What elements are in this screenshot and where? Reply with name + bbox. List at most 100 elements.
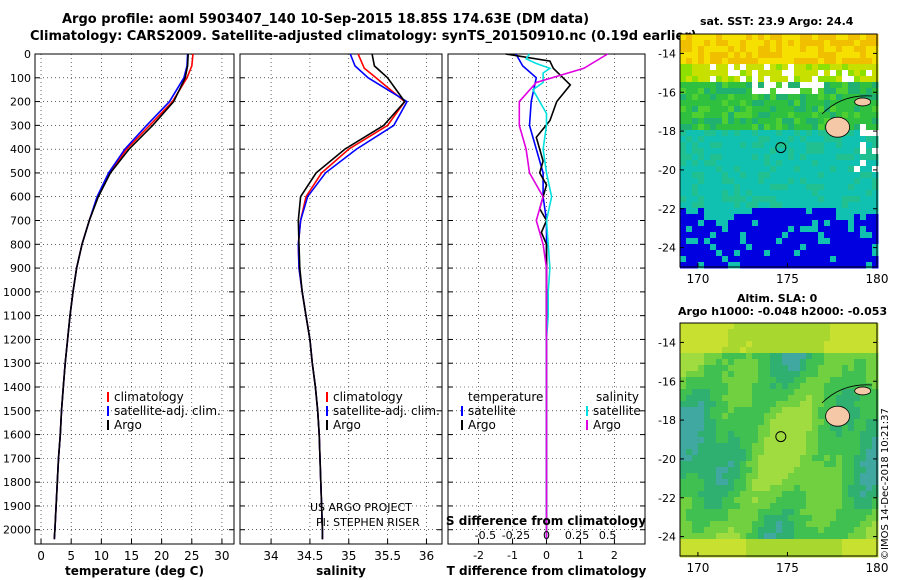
- map-x-tick-label: 180: [866, 272, 889, 286]
- map-y-tick-label: -20: [658, 164, 676, 177]
- legend-label: Argo: [114, 418, 142, 432]
- sst-map-title: sat. SST: 23.9 Argo: 24.4: [700, 15, 854, 28]
- map-y-tick-label: -14: [658, 336, 676, 349]
- legend-title-temperature: temperature: [468, 390, 543, 404]
- y-tick-label: 100: [10, 72, 31, 85]
- legend-label: Argo: [468, 418, 496, 432]
- map-y-tick-label: -20: [658, 453, 676, 466]
- x-tick-label: 1: [577, 549, 584, 562]
- y-tick-label: 1200: [3, 333, 31, 346]
- x-axis-label: temperature (deg C): [65, 564, 204, 578]
- series-line-s-satellite: [524, 53, 553, 540]
- island-shape: [854, 386, 872, 396]
- y-tick-label: 1300: [3, 357, 31, 370]
- title-line-1: Argo profile: aoml 5903407_140 10-Sep-20…: [62, 12, 590, 27]
- legend-label: Argo: [333, 418, 361, 432]
- x-tick-label: 35.5: [374, 549, 401, 563]
- series-line-climatology: [53, 53, 194, 540]
- panel-frame: [34, 53, 235, 545]
- s-tick-label: 0.5: [599, 529, 617, 542]
- panel-differences: -2 -1 0 1 2 T difference from climatology temp…: [446, 53, 647, 578]
- y-tick-label: 1100: [3, 310, 31, 323]
- map-y-tick-label: -24: [658, 242, 676, 255]
- x-tick-label: 2: [611, 549, 618, 562]
- y-tick-label: 2000: [3, 524, 31, 537]
- island-shape: [825, 405, 850, 427]
- s-tick-label: -0.5: [475, 529, 496, 542]
- y-tick-label: 500: [10, 167, 31, 180]
- x-tick-label: 20: [154, 549, 169, 563]
- x-tick-label: 25: [184, 549, 199, 563]
- map-frame: [679, 33, 878, 268]
- fiji-islands: [821, 95, 873, 138]
- map-x-tick-label: 175: [776, 272, 799, 286]
- y-tick-label: 800: [10, 238, 31, 251]
- legend-label: satellite: [468, 404, 516, 418]
- y-tick-label: 1800: [3, 476, 31, 489]
- series-line-satellite-adj--clim-: [297, 53, 409, 540]
- y-tick-label: 1900: [3, 500, 31, 513]
- x-tick-label: 30: [214, 549, 229, 563]
- series-line-argo: [297, 53, 406, 540]
- x-axis-label: salinity: [316, 564, 366, 578]
- x-tick-label: -2: [473, 549, 484, 562]
- sst-map: -14 -16 -18 -20 -22 -24 170 175 180: [658, 33, 889, 286]
- map-y-tick-label: -18: [658, 414, 676, 427]
- s-tick-label: 0: [543, 529, 550, 542]
- y-tick-label: 1000: [3, 286, 31, 299]
- legend-label: satellite-adj. clim.: [114, 404, 221, 418]
- y-tick-label: 1500: [3, 405, 31, 418]
- map-x-tick-label: 170: [686, 561, 709, 575]
- map-y-tick-label: -16: [658, 375, 676, 388]
- sla-map-title-2: Argo h1000: -0.048 h2000: -0.053: [678, 305, 888, 318]
- project-line-2: PI: STEPHEN RISER: [316, 516, 420, 529]
- series-line-satellite-adj--clim-: [53, 53, 189, 540]
- x-tick-label: 34: [263, 549, 278, 563]
- island-shape: [854, 97, 872, 107]
- map-x-tick-label: 170: [686, 272, 709, 286]
- argo-location-marker: [775, 142, 787, 154]
- y-tick-label: 200: [10, 96, 31, 109]
- y-tick-label: 1600: [3, 429, 31, 442]
- map-frame: [679, 322, 878, 557]
- secondary-x-axis-label: S difference from climatology: [446, 514, 646, 528]
- x-axis-label: T difference from climatology: [447, 564, 647, 578]
- legend-label: climatology: [114, 390, 184, 404]
- y-tick-label: 400: [10, 143, 31, 156]
- sla-map-title-1: Altim. SLA: 0: [737, 292, 818, 305]
- x-tick-label: -1: [507, 549, 518, 562]
- x-tick-label: 10: [94, 549, 109, 563]
- series-line-t-argo: [505, 53, 572, 540]
- legend-label: satellite: [593, 404, 641, 418]
- map-y-tick-label: -22: [658, 492, 676, 505]
- s-tick-label: 0.25: [565, 529, 590, 542]
- x-tick-label: 5: [67, 549, 75, 563]
- y-tick-label: 900: [10, 262, 31, 275]
- y-tick-label: 700: [10, 215, 31, 228]
- map-x-tick-label: 180: [866, 561, 889, 575]
- map-x-tick-label: 175: [776, 561, 799, 575]
- series-line-s-argo: [518, 53, 609, 540]
- y-tick-label: 600: [10, 191, 31, 204]
- x-tick-label: 0: [543, 549, 550, 562]
- panels-layer: 0 5 10 15 20 25 300100200300400500600700800900…: [3, 48, 647, 578]
- island-shape: [825, 116, 850, 138]
- x-tick-label: 15: [124, 549, 139, 563]
- x-tick-label: 34.5: [297, 549, 324, 563]
- map-y-tick-label: -22: [658, 203, 676, 216]
- reef-contour: [821, 95, 873, 115]
- legend-label: Argo: [593, 418, 621, 432]
- series-line-climatology: [297, 53, 406, 540]
- y-tick-label: 1400: [3, 381, 31, 394]
- panel-salinity: 34 34.5 35 35.5 36 salinity climatologysatelli…: [239, 53, 443, 578]
- map-y-tick-label: -18: [658, 125, 676, 138]
- x-tick-label: 0: [37, 549, 45, 563]
- series-line-argo: [53, 53, 189, 540]
- x-tick-label: 36: [419, 549, 434, 563]
- project-line-1: US ARGO PROJECT: [310, 501, 412, 514]
- x-tick-label: 35: [341, 549, 356, 563]
- panel-frame: [239, 53, 443, 545]
- y-tick-label: 0: [24, 48, 31, 61]
